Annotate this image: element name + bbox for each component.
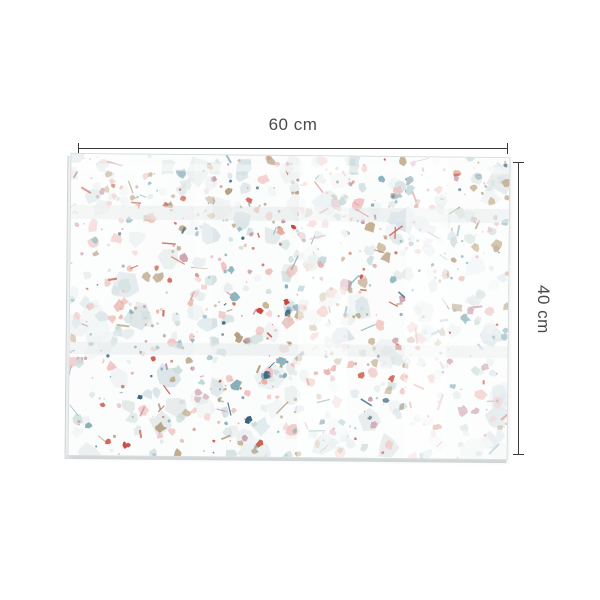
height-dimension-line — [513, 162, 524, 455]
terrazzo-pattern-svg — [68, 153, 510, 460]
tile-face — [68, 153, 510, 460]
width-dimension-label: 60 cm — [268, 115, 318, 134]
tile-product-image — [64, 153, 510, 464]
height-dimension-label: 40 cm — [534, 285, 553, 334]
width-dimension-line — [78, 143, 508, 154]
terrazzo-surface — [68, 153, 510, 460]
